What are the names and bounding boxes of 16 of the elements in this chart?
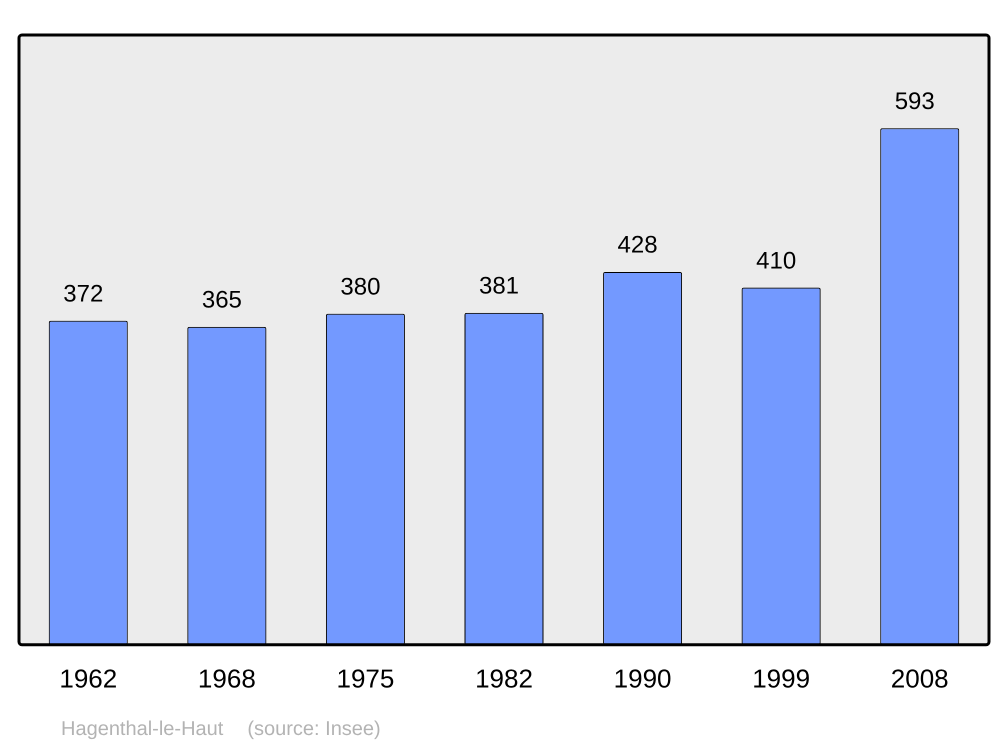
data-label: 380 <box>340 273 380 300</box>
x-tick-label: 1962 <box>59 664 118 694</box>
x-tick-label: 2008 <box>890 664 949 694</box>
data-label: 428 <box>618 232 658 259</box>
x-tick-label: 1975 <box>336 664 394 694</box>
data-label: 410 <box>756 247 796 274</box>
x-tick-label: 1999 <box>752 664 810 694</box>
x-tick-label: 1982 <box>475 664 533 694</box>
data-label: 593 <box>894 88 935 115</box>
x-tick-label: 1990 <box>614 664 672 694</box>
text: Hagenthal-le-Haut <box>61 718 224 740</box>
data-label: 381 <box>478 272 520 300</box>
data-label: 365 <box>202 286 242 314</box>
x-tick-label: 1968 <box>198 664 256 694</box>
text: (source: Insee) <box>247 718 381 740</box>
data-label: 372 <box>63 280 104 308</box>
